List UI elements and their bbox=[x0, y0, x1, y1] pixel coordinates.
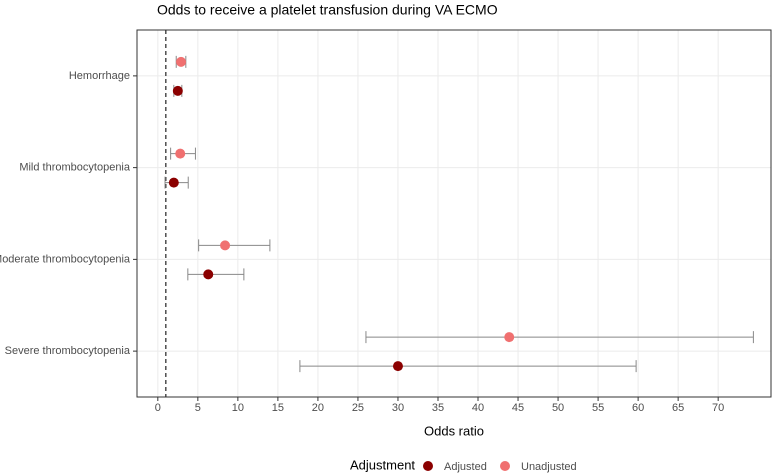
x-tick-label: 65 bbox=[672, 402, 684, 414]
x-tick-label: 70 bbox=[712, 402, 724, 414]
x-tick-label: 60 bbox=[632, 402, 644, 414]
panel-border bbox=[136, 29, 772, 398]
point bbox=[168, 177, 179, 188]
point bbox=[392, 361, 403, 372]
y-tick-label: Moderate thrombocytopenia bbox=[0, 253, 131, 265]
legend-label: Unadjusted bbox=[521, 461, 577, 473]
x-tick-label: 50 bbox=[552, 402, 564, 414]
point bbox=[175, 148, 186, 159]
y-tick-label: Hemorrhage bbox=[69, 70, 130, 82]
x-tick-label: 45 bbox=[512, 402, 524, 414]
x-tick-label: 10 bbox=[232, 402, 244, 414]
x-tick-label: 15 bbox=[272, 402, 284, 414]
point bbox=[220, 240, 231, 251]
legend-label: Adjusted bbox=[444, 461, 487, 473]
x-tick-label: 0 bbox=[155, 402, 161, 414]
legend-marker bbox=[500, 461, 510, 471]
x-tick-label: 30 bbox=[392, 402, 404, 414]
point bbox=[203, 269, 214, 280]
x-tick-label: 20 bbox=[312, 402, 324, 414]
x-tick-label: 35 bbox=[432, 402, 444, 414]
x-tick-label: 5 bbox=[195, 402, 201, 414]
legend-marker bbox=[423, 461, 433, 471]
point bbox=[172, 85, 183, 96]
x-tick-label: 55 bbox=[592, 402, 604, 414]
x-tick-label: 40 bbox=[472, 402, 484, 414]
plot-panel bbox=[137, 30, 771, 397]
legend-title: Adjustment bbox=[350, 457, 415, 472]
point bbox=[504, 332, 515, 343]
y-tick-label: Severe thrombocytopenia bbox=[5, 345, 131, 357]
chart-title: Odds to receive a platelet transfusion d… bbox=[157, 2, 498, 18]
point bbox=[176, 56, 187, 67]
x-tick-label: 25 bbox=[352, 402, 364, 414]
x-axis-title: Odds ratio bbox=[424, 423, 484, 438]
y-tick-label: Mild thrombocytopenia bbox=[19, 162, 131, 174]
